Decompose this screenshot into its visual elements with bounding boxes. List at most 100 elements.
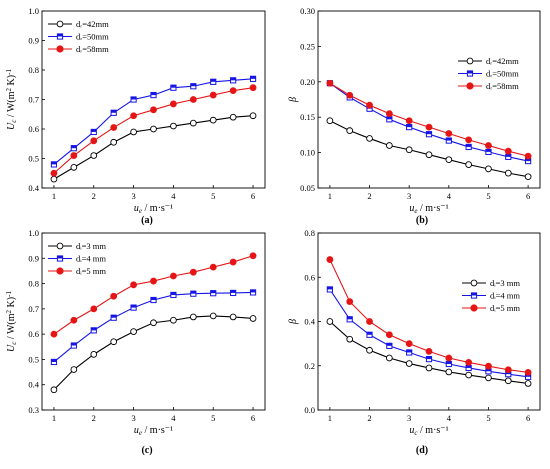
- data-point-fill: [466, 144, 472, 147]
- legend-marker: [466, 82, 474, 90]
- data-point: [386, 142, 393, 149]
- data-point-fill: [190, 291, 196, 294]
- data-point: [70, 164, 78, 171]
- legend-marker: [470, 279, 478, 287]
- legend-label: dᵣ=42mm: [76, 19, 109, 29]
- x-axis-label: ue / m·s⁻¹: [409, 203, 448, 215]
- y-axis-label-unit: / W(m: [6, 313, 17, 341]
- x-tick-label: 2: [92, 413, 96, 423]
- data-point: [346, 127, 354, 135]
- x-axis-label-symbol: u: [134, 425, 139, 436]
- data-point: [346, 335, 354, 343]
- data-point-fill: [505, 154, 511, 157]
- data-point-fill: [51, 161, 57, 165]
- x-axis-label: ue / m·s⁻¹: [134, 203, 173, 215]
- y-axis-label-symbol: U: [6, 122, 17, 130]
- y-tick-label: 0.7: [28, 95, 39, 105]
- data-point: [209, 116, 217, 124]
- data-point: [465, 359, 473, 366]
- data-point: [465, 371, 472, 379]
- x-tick-label: 4: [171, 413, 176, 423]
- series-line: [329, 82, 529, 157]
- y-axis-label-subscript: c: [10, 119, 18, 123]
- data-point: [110, 338, 118, 346]
- x-tick-label: 6: [251, 191, 255, 201]
- legend-marker: [56, 267, 64, 275]
- data-point: [50, 169, 58, 177]
- x-tick-label: 4: [447, 191, 452, 201]
- data-point-fill: [71, 145, 77, 149]
- data-point: [229, 113, 237, 121]
- data-point: [130, 328, 137, 335]
- data-point: [90, 152, 98, 159]
- x-tick-label: 1: [328, 413, 332, 423]
- data-point-fill: [485, 149, 492, 152]
- x-axis-label-unit: / m·s⁻¹: [418, 425, 449, 436]
- data-point-fill: [71, 342, 77, 346]
- y-tick-label: 0.6: [304, 272, 315, 282]
- x-tick-label: 5: [211, 413, 215, 423]
- y-tick-label: 1.0: [28, 6, 39, 16]
- y-tick-label: 0.8: [304, 228, 315, 238]
- data-point: [405, 117, 413, 125]
- data-point: [50, 330, 58, 338]
- y-tick-label: 0.4: [28, 183, 39, 193]
- y-tick-label: 0.6: [28, 329, 39, 339]
- plot-frame: [41, 232, 266, 411]
- data-point: [504, 169, 512, 177]
- data-point-fill: [91, 327, 97, 331]
- data-point: [249, 112, 257, 120]
- y-axis-label: β: [288, 319, 299, 325]
- data-point: [150, 106, 157, 114]
- data-point: [110, 124, 118, 131]
- data-point-fill: [130, 304, 137, 308]
- data-point: [209, 312, 217, 320]
- legend-label: dᵣ=50mm: [486, 69, 519, 79]
- data-point: [229, 313, 237, 321]
- legend-marker-fill: [467, 70, 473, 74]
- y-tick-label: 0.2: [304, 361, 315, 371]
- data-point: [150, 277, 157, 285]
- data-point-fill: [210, 290, 216, 294]
- y-tick-label: 0.5: [28, 354, 39, 364]
- x-axis-label-symbol: u: [134, 203, 139, 214]
- data-point: [524, 368, 532, 376]
- data-point: [425, 123, 433, 131]
- legend-marker-fill: [471, 292, 477, 296]
- data-point: [170, 100, 177, 108]
- x-tick-label: 5: [211, 191, 215, 201]
- series-line: [329, 259, 529, 373]
- x-tick-label: 1: [328, 191, 332, 201]
- data-point: [326, 318, 334, 325]
- x-tick-label: 6: [251, 413, 255, 423]
- data-point: [170, 122, 177, 130]
- legend-label: dᵣ=58mm: [76, 44, 109, 54]
- y-axis-label-superscript-2: -1: [5, 291, 13, 297]
- data-point: [524, 152, 532, 160]
- data-point: [50, 386, 58, 394]
- y-axis-label-unit-mid: K): [6, 75, 17, 88]
- data-point-fill: [170, 292, 177, 295]
- legend-marker: [56, 20, 64, 28]
- chart-panel: 1 2 3 4 5 6 0.05 0.10 0.15 0.20 0.25 0.30 ue / m·s⁻¹…: [288, 6, 541, 226]
- data-point: [445, 156, 453, 164]
- x-axis-label-unit: / m·s⁻¹: [142, 425, 173, 436]
- data-point: [189, 268, 197, 276]
- data-point: [326, 256, 334, 263]
- x-axis-label-subscript: c: [414, 429, 418, 437]
- data-point: [189, 96, 197, 103]
- data-point: [326, 117, 334, 125]
- data-point-fill: [130, 96, 137, 100]
- data-point-fill: [466, 365, 472, 368]
- data-point-fill: [406, 124, 412, 128]
- data-point: [485, 165, 492, 173]
- x-tick-label: 4: [447, 413, 452, 423]
- y-axis-label-superscript: 2: [5, 309, 13, 313]
- legend-label: dᵢ=5 mm: [76, 266, 106, 276]
- data-point: [70, 366, 78, 373]
- data-point-fill: [446, 137, 452, 141]
- x-tick-label: 4: [171, 191, 176, 201]
- data-point: [90, 137, 98, 145]
- x-axis-label-subscript: e: [139, 429, 142, 437]
- x-axis-label-subscript: e: [414, 207, 417, 215]
